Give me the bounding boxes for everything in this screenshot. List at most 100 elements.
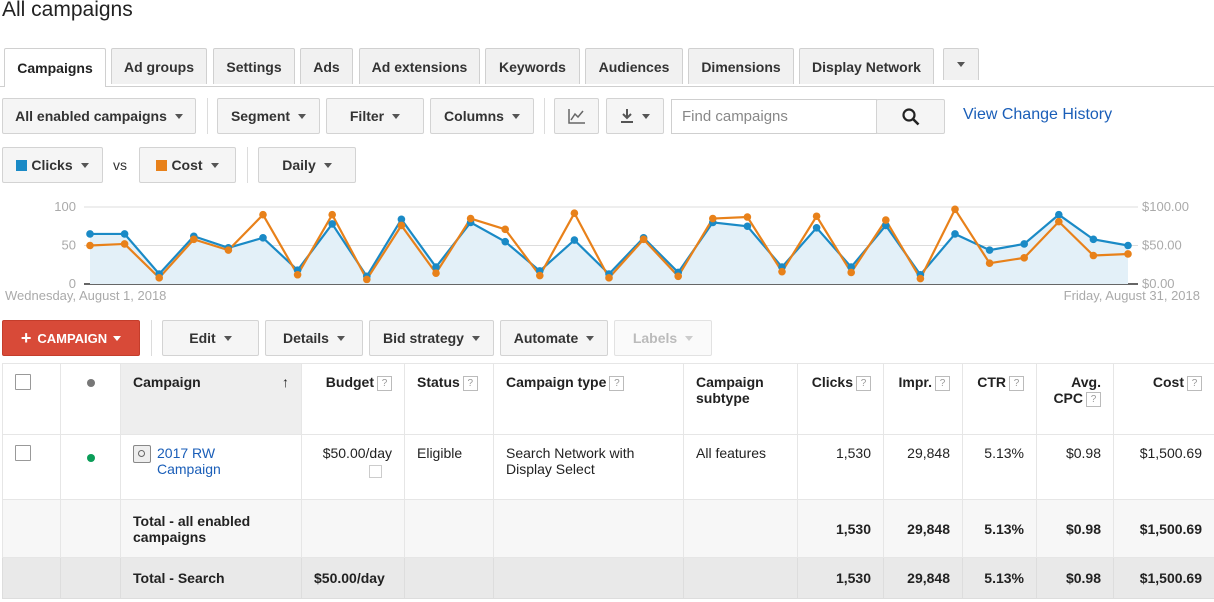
tab-display-network[interactable]: Display Network bbox=[799, 48, 934, 84]
tab-ad-extensions[interactable]: Ad extensions bbox=[359, 48, 480, 84]
search-input[interactable] bbox=[671, 99, 877, 134]
impr-column-header[interactable]: Impr.? bbox=[883, 363, 963, 435]
cost-point bbox=[536, 271, 544, 280]
cost-point bbox=[812, 212, 821, 221]
total-enabled-clicks: 1,530 bbox=[797, 499, 884, 558]
row-checkbox[interactable] bbox=[15, 445, 31, 461]
clicks-point bbox=[812, 223, 821, 232]
total-enabled-avg-cpc: $0.98 bbox=[1036, 499, 1114, 558]
campaign-type-column-header[interactable]: Campaign type? bbox=[493, 363, 684, 435]
cost-point bbox=[1020, 254, 1028, 262]
avg-cpc-column-header[interactable]: Avg. CPC? bbox=[1036, 363, 1114, 435]
clicks-point bbox=[397, 215, 406, 224]
budget-header-label: Budget bbox=[325, 374, 374, 390]
left-axis-tick-label: 100 bbox=[54, 199, 76, 214]
cost-point bbox=[674, 272, 682, 281]
status-column-header[interactable]: Status? bbox=[404, 363, 494, 435]
budget-edit-icon[interactable] bbox=[369, 465, 382, 478]
total-search-clicks: 1,530 bbox=[797, 557, 884, 599]
campaign-subtype-column-header[interactable]: Campaign subtype bbox=[683, 363, 798, 435]
segment-button[interactable]: Segment bbox=[217, 98, 320, 134]
bid-strategy-button[interactable]: Bid strategy bbox=[369, 320, 494, 356]
status-dot-icon[interactable] bbox=[86, 379, 95, 387]
cost-point bbox=[293, 270, 302, 279]
clicks-point bbox=[951, 230, 959, 238]
tab-settings[interactable]: Settings bbox=[213, 48, 295, 84]
tab-campaigns[interactable]: Campaigns bbox=[4, 48, 106, 87]
help-icon[interactable]: ? bbox=[935, 376, 950, 391]
help-icon[interactable]: ? bbox=[1187, 376, 1202, 391]
clicks-point bbox=[1020, 240, 1028, 248]
campaign-name-link[interactable]: 2017 RW Campaign bbox=[157, 445, 221, 477]
search-button[interactable] bbox=[876, 99, 945, 134]
view-change-history-link[interactable]: View Change History bbox=[963, 106, 1113, 123]
help-icon[interactable]: ? bbox=[856, 376, 871, 391]
chevron-down-icon bbox=[471, 335, 480, 341]
cost-column-header[interactable]: Cost? bbox=[1113, 363, 1214, 435]
empty-cell bbox=[60, 499, 121, 558]
campaign-type-cell: Search Network with Display Select bbox=[493, 434, 684, 500]
ctr-column-header[interactable]: CTR? bbox=[962, 363, 1037, 435]
help-icon[interactable]: ? bbox=[1009, 376, 1024, 391]
edit-button[interactable]: Edit bbox=[162, 320, 259, 356]
cost-header-label: Cost bbox=[1152, 374, 1184, 390]
details-label: Details bbox=[283, 330, 329, 346]
more-tabs-button[interactable] bbox=[943, 48, 979, 80]
metric1-label: Clicks bbox=[31, 157, 73, 173]
clicks-color-swatch bbox=[16, 159, 28, 171]
tab-audiences[interactable]: Audiences bbox=[585, 48, 683, 84]
enabled-status-icon[interactable] bbox=[86, 454, 95, 462]
chevron-down-icon bbox=[298, 113, 307, 119]
clicks-column-header[interactable]: Clicks? bbox=[797, 363, 884, 435]
clicks-header-label: Clicks bbox=[811, 374, 853, 390]
total-enabled-line1: Total - all enabled bbox=[133, 512, 251, 529]
clicks-point bbox=[501, 237, 510, 246]
chevron-down-icon bbox=[685, 335, 694, 341]
period-dropdown[interactable]: Daily bbox=[258, 147, 356, 183]
labels-button[interactable]: Labels bbox=[614, 320, 712, 356]
help-icon[interactable]: ? bbox=[377, 376, 392, 391]
clicks-point bbox=[1124, 241, 1132, 250]
clicks-area bbox=[90, 214, 1128, 284]
divider bbox=[207, 98, 208, 134]
tab-ads[interactable]: Ads bbox=[300, 48, 353, 84]
metric2-dropdown[interactable]: Cost bbox=[139, 147, 236, 183]
details-button[interactable]: Details bbox=[265, 320, 363, 356]
total-search-label: Total - Search bbox=[120, 557, 302, 599]
total-search-budget: $50.00/day bbox=[301, 557, 405, 599]
search-campaign-icon bbox=[133, 445, 151, 463]
chevron-down-icon bbox=[392, 113, 401, 119]
chevron-down-icon bbox=[642, 113, 650, 119]
add-campaign-button[interactable]: + CAMPAIGN bbox=[2, 320, 140, 356]
budget-cell[interactable]: $50.00/day bbox=[301, 434, 405, 500]
cost-point bbox=[1089, 251, 1098, 260]
help-icon[interactable]: ? bbox=[1086, 392, 1101, 407]
columns-button[interactable]: Columns bbox=[430, 98, 534, 134]
campaign-scope-dropdown[interactable]: All enabled campaigns bbox=[2, 98, 196, 134]
tab-keywords[interactable]: Keywords bbox=[485, 48, 580, 84]
tab-dimensions[interactable]: Dimensions bbox=[688, 48, 794, 84]
tab-ad-groups[interactable]: Ad groups bbox=[111, 48, 207, 84]
total-enabled-impr: 29,848 bbox=[883, 499, 963, 558]
automate-button[interactable]: Automate bbox=[500, 320, 608, 356]
filter-button[interactable]: Filter bbox=[326, 98, 424, 134]
download-button[interactable] bbox=[606, 98, 664, 134]
select-all-checkbox[interactable] bbox=[15, 374, 31, 390]
help-icon[interactable]: ? bbox=[609, 376, 625, 391]
impr-cell: 29,848 bbox=[883, 434, 963, 500]
labels-label: Labels bbox=[632, 330, 678, 346]
filter-label: Filter bbox=[349, 108, 385, 124]
cost-point bbox=[882, 216, 890, 224]
chart-toggle-button[interactable] bbox=[554, 98, 599, 134]
campaign-column-header[interactable]: Campaign ↑ bbox=[120, 363, 302, 435]
vs-label: vs bbox=[113, 157, 127, 173]
metric1-dropdown[interactable]: Clicks bbox=[2, 147, 103, 183]
empty-cell bbox=[493, 557, 684, 599]
cost-point bbox=[190, 235, 198, 244]
edit-label: Edit bbox=[189, 330, 216, 346]
budget-column-header[interactable]: Budget? bbox=[301, 363, 405, 435]
help-icon[interactable]: ? bbox=[462, 376, 478, 391]
total-enabled-line2: campaigns bbox=[133, 528, 207, 545]
page-title: All campaigns bbox=[2, 0, 133, 21]
cost-point bbox=[605, 274, 613, 282]
